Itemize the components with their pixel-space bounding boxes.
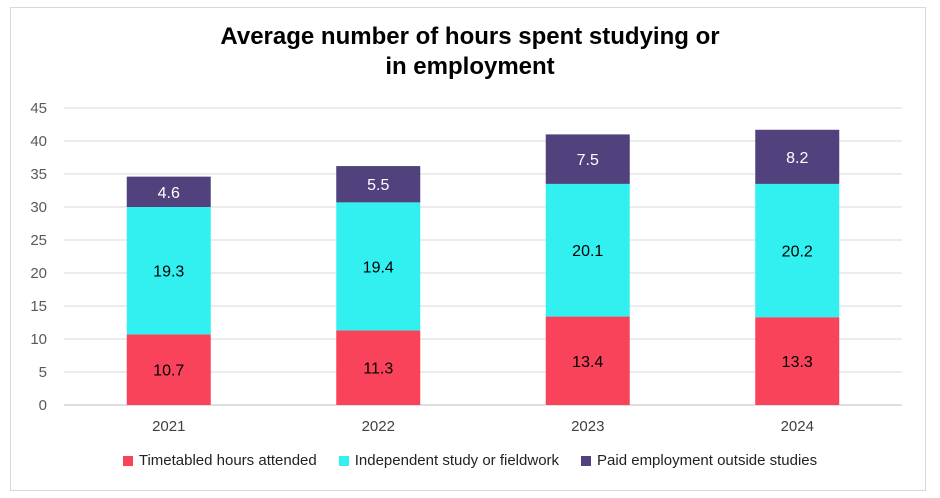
y-tick-label-0: 0 xyxy=(39,397,47,414)
data-label-2024-series-0: 13.3 xyxy=(782,354,813,371)
legend: Timetabled hours attended Independent st… xyxy=(0,452,940,469)
legend-swatch-paid xyxy=(581,455,592,466)
bar-2023-series-0 xyxy=(545,316,630,405)
legend-label-paid: Paid employment outside studies xyxy=(597,452,818,469)
chart-title: Average number of hours spent studying o… xyxy=(0,22,940,82)
legend-label-independent: Independent study or fieldwork xyxy=(354,452,560,469)
data-label-2021-series-1: 19.3 xyxy=(153,264,184,281)
data-label-2022-series-2: 5.5 xyxy=(367,177,389,194)
y-tick-label-10: 10 xyxy=(30,331,47,348)
bar-2022-series-1 xyxy=(336,202,421,331)
data-label-2024-series-2: 8.2 xyxy=(786,150,808,167)
data-label-2022-series-0: 11.3 xyxy=(363,361,393,378)
data-label-2023-series-0: 13.4 xyxy=(572,354,603,371)
bar-2021-series-0 xyxy=(126,334,211,405)
data-label-2021-series-2: 4.6 xyxy=(158,185,180,202)
y-tick-label-45: 45 xyxy=(30,100,47,117)
bar-2022-series-0 xyxy=(336,330,421,405)
legend-item-independent: Independent study or fieldwork xyxy=(338,452,560,469)
chart-title-line-1: Average number of hours spent studying o… xyxy=(220,23,720,50)
bar-2023-series-2 xyxy=(545,134,630,184)
y-tick-label-35: 35 xyxy=(30,166,47,183)
y-tick-label-40: 40 xyxy=(30,133,47,150)
data-label-2024-series-1: 20.2 xyxy=(782,244,813,261)
bar-2024-series-0 xyxy=(755,317,840,405)
bar-2024-series-1 xyxy=(755,183,840,318)
bar-2024-series-2 xyxy=(755,129,840,184)
legend-swatch-timetabled xyxy=(122,455,133,466)
y-tick-label-20: 20 xyxy=(30,265,47,282)
data-label-2021-series-0: 10.7 xyxy=(153,363,184,380)
y-tick-label-5: 5 xyxy=(39,364,47,381)
y-tick-label-25: 25 xyxy=(30,232,47,249)
bar-2022-series-2 xyxy=(336,166,421,203)
data-label-2022-series-1: 19.4 xyxy=(363,259,394,276)
bar-2021-series-1 xyxy=(126,207,211,335)
data-label-2023-series-1: 20.1 xyxy=(572,243,603,260)
x-tick-label-2022: 2022 xyxy=(362,418,395,435)
data-label-2023-series-2: 7.5 xyxy=(577,152,599,169)
x-tick-label-2021: 2021 xyxy=(152,418,185,435)
legend-swatch-independent xyxy=(338,455,349,466)
bar-2021-series-2 xyxy=(126,176,211,207)
legend-label-timetabled: Timetabled hours attended xyxy=(138,452,317,469)
bar-2023-series-1 xyxy=(545,183,630,317)
chart-title-line-2: in employment xyxy=(385,53,555,80)
legend-item-paid: Paid employment outside studies xyxy=(581,452,817,469)
x-tick-label-2023: 2023 xyxy=(571,418,604,435)
x-tick-label-2024: 2024 xyxy=(781,418,814,435)
legend-item-timetabled: Timetabled hours attended xyxy=(122,452,317,469)
y-tick-label-30: 30 xyxy=(30,199,47,216)
y-tick-label-15: 15 xyxy=(30,298,47,315)
